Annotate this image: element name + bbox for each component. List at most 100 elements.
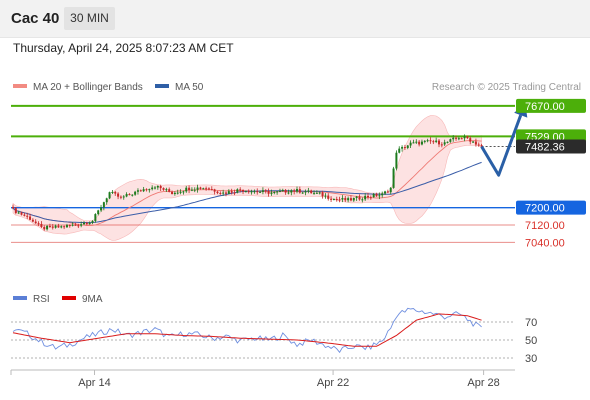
candle-body <box>426 140 429 142</box>
candle-body <box>222 192 225 194</box>
x-tick-label: Apr 14 <box>78 377 110 389</box>
level-pivot-label: 7200.00 <box>525 203 565 215</box>
candle-body <box>188 187 191 191</box>
candle-body <box>474 141 477 145</box>
instrument-title: Cac 40 <box>11 10 60 27</box>
candle-body <box>26 215 29 217</box>
rsi-levels: 70 50 30 <box>11 317 537 365</box>
candle-body <box>290 190 293 193</box>
candle-body <box>233 192 236 194</box>
timeframe-button[interactable]: 30 MIN <box>64 7 115 30</box>
candle-body <box>12 206 14 209</box>
rsi-ma-legend-swatch <box>62 296 76 300</box>
rsi-level-label: 30 <box>525 353 537 365</box>
candle-body <box>227 191 230 194</box>
candle-body <box>457 138 460 140</box>
candle-body <box>100 207 103 211</box>
candle-body <box>131 194 134 196</box>
candle-body <box>114 191 117 194</box>
candle-body <box>193 189 196 191</box>
candle-body <box>230 191 233 193</box>
rsi-legend-swatch <box>13 296 27 300</box>
candle-body <box>77 225 80 227</box>
candle-body <box>310 190 313 194</box>
level-support-1-label: 7120.00 <box>525 220 565 232</box>
candle-body <box>17 212 20 214</box>
candle-body <box>213 189 216 192</box>
candle-body <box>165 189 168 191</box>
level-last-price-tag <box>516 139 586 154</box>
candle-body <box>40 223 43 227</box>
rsi-level-label: 50 <box>525 335 537 347</box>
candle-body <box>148 189 151 191</box>
price-chart: MA 20 + Bollinger Bands MA 50 Research ©… <box>11 82 586 249</box>
candle-body <box>378 195 381 197</box>
candle-body <box>298 189 301 193</box>
candle-body <box>247 191 250 193</box>
candle-body <box>259 191 262 193</box>
candle-body <box>20 212 23 215</box>
candle-body <box>284 189 287 193</box>
candle-body <box>171 191 174 195</box>
candle-body <box>358 196 361 200</box>
candle-body <box>418 141 421 145</box>
candle-body <box>332 199 335 201</box>
bollinger-band <box>12 115 482 241</box>
rsi-legend-label: RSI <box>33 294 50 305</box>
candle-body <box>250 191 253 193</box>
x-axis: Apr 14 Apr 22 Apr 28 <box>10 369 515 389</box>
candle-body <box>51 226 54 228</box>
candle-body <box>435 140 438 142</box>
candle-body <box>54 225 57 228</box>
candle-body <box>85 222 88 225</box>
candle-body <box>88 222 91 225</box>
candle-body <box>301 192 304 194</box>
candle-body <box>57 225 60 228</box>
candle-body <box>225 192 227 194</box>
candle-body <box>466 136 469 139</box>
candle-body <box>296 189 298 192</box>
ma20-legend-swatch <box>13 84 27 88</box>
candle-body <box>91 220 94 223</box>
candle-body <box>151 187 154 190</box>
candle-body <box>207 188 210 190</box>
candle-body <box>267 190 270 194</box>
candle-body <box>392 168 395 188</box>
candle-body <box>31 219 34 222</box>
candles <box>12 134 483 231</box>
rsi-legend: RSI 9MA <box>13 294 103 305</box>
rsi-ma-legend-label: 9MA <box>82 294 103 305</box>
candle-body <box>352 197 355 201</box>
candle-body <box>205 188 208 190</box>
candle-body <box>105 198 108 203</box>
candle-body <box>145 189 148 191</box>
candle-body <box>29 216 32 220</box>
candle-body <box>65 225 68 228</box>
candle-body <box>384 191 387 194</box>
candle-body <box>139 190 142 192</box>
candle-body <box>162 188 165 190</box>
candle-body <box>432 141 435 143</box>
candle-body <box>168 189 171 192</box>
level-resistance-2-tag <box>516 98 586 113</box>
candle-body <box>452 137 455 140</box>
candle-body <box>134 191 137 195</box>
candle-body <box>68 225 71 227</box>
candle-body <box>449 139 452 142</box>
candle-body <box>196 187 199 190</box>
candle-body <box>278 191 281 193</box>
candle-body <box>293 190 296 192</box>
candle-body <box>364 195 367 200</box>
candle-body <box>477 144 480 146</box>
candle-body <box>63 226 66 228</box>
candle-body <box>239 189 242 191</box>
candle-body <box>80 224 83 226</box>
rsi-ma-line <box>12 313 482 347</box>
candle-body <box>236 189 239 193</box>
x-tick-label: Apr 22 <box>317 377 349 389</box>
candle-body <box>264 190 267 192</box>
rsi-lines <box>12 307 482 354</box>
candle-body <box>287 192 290 194</box>
candle-body <box>313 192 316 194</box>
bollinger-band-fill <box>12 115 482 241</box>
